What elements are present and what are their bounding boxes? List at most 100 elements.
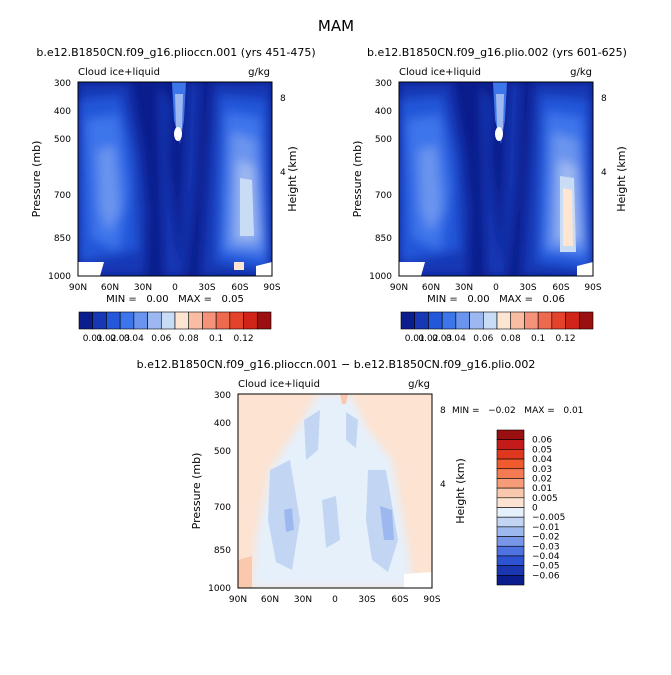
colorbar-label: 0.04	[124, 334, 144, 344]
colorbar-swatch	[92, 311, 107, 330]
panel-2-contour-field	[399, 82, 593, 276]
colorbar-swatch	[400, 311, 416, 330]
colorbar-swatch	[496, 478, 525, 489]
panel-3-ytick-700: 700	[214, 503, 231, 513]
panel-1-variable-label: Cloud ice+liquid	[78, 67, 160, 78]
colorbar-swatch	[496, 487, 525, 499]
colorbar-swatch	[496, 429, 525, 440]
panel-1-xtick-30s: 30S	[198, 283, 215, 293]
panel-2-ytick-right-4: 4	[601, 168, 607, 178]
panel-3-xtick-90s: 90S	[423, 595, 440, 605]
colorbar-swatch	[496, 526, 525, 537]
colorbar-swatch	[441, 311, 457, 330]
panel-2-colorbar: 0.010.020.030.04 0.06 0.08 0.1 0.12	[400, 311, 594, 344]
colorbar-swatch	[414, 311, 429, 330]
panel-2-ylabel-right: Height (km)	[615, 146, 628, 212]
colorbar-swatch	[215, 311, 231, 330]
colorbar-label: 0.04	[446, 334, 466, 344]
panel-2-ytick-400: 400	[375, 107, 392, 117]
panel-3-xtick-0: 0	[332, 595, 338, 605]
colorbar-swatch	[496, 555, 525, 566]
panel-1-title: b.e12.B1850CN.f09_g16.plioccn.001 (yrs 4…	[36, 46, 315, 59]
colorbar-swatch	[496, 536, 525, 547]
panel-1-ytick-700: 700	[54, 191, 71, 201]
figure-title: MAM	[318, 17, 354, 35]
panel-2-ylabel: Pressure (mb)	[351, 141, 364, 218]
colorbar-swatch	[78, 311, 94, 330]
panel-3-ytick-300: 300	[214, 391, 231, 401]
colorbar-label: 0.08	[501, 334, 521, 344]
colorbar-swatch	[160, 311, 176, 330]
panel-2-xtick-90n: 90N	[390, 283, 408, 293]
colorbar-swatch	[496, 449, 525, 460]
colorbar-swatch	[243, 311, 258, 330]
panel-1-xtick-90n: 90N	[69, 283, 87, 293]
panel-3-xtick-30s: 30S	[358, 595, 375, 605]
panel-3-ylabel-right: Height (km)	[454, 458, 467, 524]
colorbar-label: −0.04	[532, 552, 560, 562]
panel-3-ytick-500: 500	[214, 447, 231, 457]
colorbar-label: 0.03	[432, 334, 452, 344]
colorbar-swatch	[578, 311, 594, 330]
panel-2-min-max: MIN = 0.00 MAX = 0.06	[427, 294, 565, 305]
colorbar-label: 0.1	[531, 334, 545, 344]
panel-3-xtick-30n: 30N	[294, 595, 312, 605]
colorbar-label: 0.06	[473, 334, 493, 344]
panel-2-xtick-30n: 30N	[455, 283, 473, 293]
colorbar-label: 0.12	[556, 334, 576, 344]
colorbar-label: −0.01	[532, 523, 560, 533]
panel-1-xtick-60n: 60N	[101, 283, 119, 293]
panel-3-xtick-60n: 60N	[261, 595, 279, 605]
colorbar-label: 0.03	[532, 465, 552, 475]
colorbar-swatch	[119, 311, 135, 330]
panel-1-ylabel: Pressure (mb)	[30, 141, 43, 218]
panel-1-ytick-right-4: 4	[280, 168, 286, 178]
panel-2-plio: b.e12.B1850CN.f09_g16.plio.002 (yrs 601-…	[351, 46, 628, 344]
panel-2-ytick-1000: 1000	[369, 272, 392, 282]
colorbar-swatch	[524, 311, 539, 330]
colorbar-swatch	[174, 311, 190, 330]
panel-3-units-label: g/kg	[408, 379, 430, 390]
panel-2-xtick-90s: 90S	[584, 283, 601, 293]
panel-3-contour-field	[238, 394, 432, 588]
panel-1-plioccn: b.e12.B1850CN.f09_g16.plioccn.001 (yrs 4…	[30, 46, 316, 344]
colorbar-label: 0.05	[532, 445, 552, 455]
panel-2-ytick-right-8: 8	[601, 94, 607, 104]
panel-2-ytick-850: 850	[375, 234, 392, 244]
panel-2-plot-frame	[398, 81, 594, 277]
panel-2-variable-label: Cloud ice+liquid	[399, 67, 481, 78]
panel-2-ytick-500: 500	[375, 135, 392, 145]
colorbar-label: 0.06	[532, 436, 552, 446]
panel-3-xtick-60s: 60S	[391, 595, 408, 605]
colorbar-swatch	[256, 311, 272, 330]
panel-1-contour-field	[78, 82, 272, 276]
panel-3-ytick-400: 400	[214, 419, 231, 429]
panel-3-difference: b.e12.B1850CN.f09_g16.plioccn.001 − b.e1…	[137, 358, 584, 605]
colorbar-swatch	[469, 311, 484, 330]
panel-1-xtick-0: 0	[172, 283, 178, 293]
panel-2-ytick-700: 700	[375, 191, 392, 201]
panel-3-colorbar: 0.060.050.040.030.020.010.0050−0.005−0.0…	[496, 429, 565, 586]
panel-1-ytick-300: 300	[54, 79, 71, 89]
panel-3-ytick-right-4: 4	[440, 480, 446, 490]
panel-3-xtick-90n: 90N	[229, 595, 247, 605]
colorbar-swatch	[428, 311, 443, 330]
colorbar-swatch	[455, 311, 470, 330]
panel-2-xtick-60n: 60N	[422, 283, 440, 293]
panel-1-ytick-1000: 1000	[48, 272, 71, 282]
colorbar-label: 0.03	[110, 334, 130, 344]
panel-1-xtick-30n: 30N	[134, 283, 152, 293]
colorbar-label: 0	[532, 504, 538, 514]
colorbar-swatch	[565, 311, 580, 330]
panel-1-ytick-400: 400	[54, 107, 71, 117]
colorbar-swatch	[551, 311, 566, 330]
colorbar-swatch	[510, 311, 525, 330]
panel-3-ytick-1000: 1000	[208, 584, 231, 594]
panel-1-ylabel-right: Height (km)	[286, 146, 299, 212]
colorbar-label: −0.03	[532, 542, 560, 552]
colorbar-label: 0.02	[418, 334, 438, 344]
panel-1-plot-frame	[77, 81, 273, 277]
panel-1-xtick-90s: 90S	[263, 283, 280, 293]
panel-3-plot-frame	[237, 393, 433, 589]
